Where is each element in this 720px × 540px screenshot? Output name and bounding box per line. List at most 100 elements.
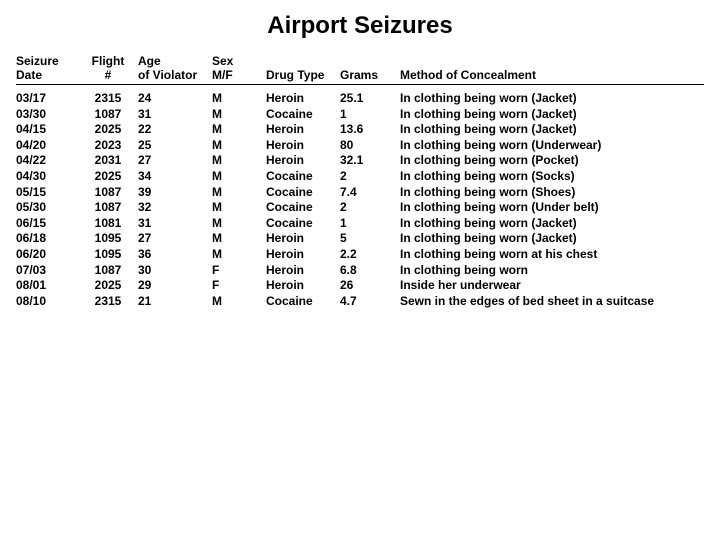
cell-flight: 2315	[82, 85, 138, 107]
col-header-sex: SexM/F	[212, 54, 266, 85]
cell-grams: 2	[340, 200, 400, 216]
col-header-drug: Drug Type	[266, 54, 340, 85]
cell-drug: Heroin	[266, 278, 340, 294]
cell-grams: 5	[340, 231, 400, 247]
cell-grams: 2	[340, 169, 400, 185]
table-row: 05/15108739MCocaine7.4In clothing being …	[16, 185, 704, 201]
cell-method: Sewn in the edges of bed sheet in a suit…	[400, 294, 704, 310]
cell-sex: M	[212, 138, 266, 154]
cell-drug: Cocaine	[266, 107, 340, 123]
cell-method: In clothing being worn at his chest	[400, 247, 704, 263]
cell-method: In clothing being worn (Underwear)	[400, 138, 704, 154]
col-header-grams: Grams	[340, 54, 400, 85]
cell-drug: Heroin	[266, 138, 340, 154]
cell-drug: Cocaine	[266, 200, 340, 216]
table-row: 03/30108731MCocaine1In clothing being wo…	[16, 107, 704, 123]
cell-method: In clothing being worn (Shoes)	[400, 185, 704, 201]
cell-drug: Heroin	[266, 247, 340, 263]
cell-date: 04/15	[16, 122, 82, 138]
cell-age: 24	[138, 85, 212, 107]
table-header-row: SeizureDate Flight# Ageof Violator SexM/…	[16, 54, 704, 85]
table-row: 05/30108732MCocaine2In clothing being wo…	[16, 200, 704, 216]
cell-date: 06/15	[16, 216, 82, 232]
cell-age: 21	[138, 294, 212, 310]
cell-date: 06/20	[16, 247, 82, 263]
cell-drug: Cocaine	[266, 169, 340, 185]
cell-flight: 2023	[82, 138, 138, 154]
table-row: 06/18109527MHeroin5In clothing being wor…	[16, 231, 704, 247]
cell-grams: 4.7	[340, 294, 400, 310]
cell-flight: 1087	[82, 185, 138, 201]
cell-method: In clothing being worn (Socks)	[400, 169, 704, 185]
cell-sex: M	[212, 247, 266, 263]
cell-date: 05/15	[16, 185, 82, 201]
cell-date: 05/30	[16, 200, 82, 216]
cell-flight: 2315	[82, 294, 138, 310]
cell-flight: 1087	[82, 107, 138, 123]
col-header-date: SeizureDate	[16, 54, 82, 85]
cell-age: 31	[138, 216, 212, 232]
cell-method: In clothing being worn (Under belt)	[400, 200, 704, 216]
cell-age: 31	[138, 107, 212, 123]
cell-grams: 25.1	[340, 85, 400, 107]
cell-age: 30	[138, 263, 212, 279]
table-row: 03/17231524MHeroin25.1In clothing being …	[16, 85, 704, 107]
cell-age: 27	[138, 153, 212, 169]
cell-flight: 1087	[82, 200, 138, 216]
cell-sex: F	[212, 263, 266, 279]
cell-drug: Heroin	[266, 231, 340, 247]
cell-age: 29	[138, 278, 212, 294]
cell-date: 04/22	[16, 153, 82, 169]
cell-grams: 26	[340, 278, 400, 294]
cell-flight: 2031	[82, 153, 138, 169]
cell-method: In clothing being worn (Jacket)	[400, 122, 704, 138]
cell-method: In clothing being worn (Jacket)	[400, 107, 704, 123]
cell-age: 32	[138, 200, 212, 216]
cell-sex: M	[212, 185, 266, 201]
cell-grams: 6.8	[340, 263, 400, 279]
cell-date: 03/17	[16, 85, 82, 107]
cell-method: In clothing being worn (Jacket)	[400, 216, 704, 232]
page-title: Airport Seizures	[16, 12, 704, 40]
cell-age: 22	[138, 122, 212, 138]
table-row: 06/20109536MHeroin2.2In clothing being w…	[16, 247, 704, 263]
cell-age: 25	[138, 138, 212, 154]
cell-grams: 7.4	[340, 185, 400, 201]
cell-grams: 32.1	[340, 153, 400, 169]
cell-sex: M	[212, 294, 266, 310]
cell-flight: 1095	[82, 231, 138, 247]
cell-date: 04/20	[16, 138, 82, 154]
col-header-age: Ageof Violator	[138, 54, 212, 85]
cell-sex: M	[212, 231, 266, 247]
seizures-table: SeizureDate Flight# Ageof Violator SexM/…	[16, 54, 704, 309]
cell-age: 39	[138, 185, 212, 201]
cell-grams: 13.6	[340, 122, 400, 138]
cell-sex: M	[212, 85, 266, 107]
cell-sex: M	[212, 169, 266, 185]
cell-method: In clothing being worn (Pocket)	[400, 153, 704, 169]
col-header-flight: Flight#	[82, 54, 138, 85]
table-row: 08/01202529FHeroin26Inside her underwear	[16, 278, 704, 294]
cell-sex: M	[212, 216, 266, 232]
cell-sex: F	[212, 278, 266, 294]
cell-flight: 2025	[82, 169, 138, 185]
cell-sex: M	[212, 107, 266, 123]
cell-date: 07/03	[16, 263, 82, 279]
cell-grams: 2.2	[340, 247, 400, 263]
cell-sex: M	[212, 153, 266, 169]
cell-drug: Heroin	[266, 85, 340, 107]
cell-flight: 1095	[82, 247, 138, 263]
cell-grams: 80	[340, 138, 400, 154]
table-row: 04/30202534MCocaine2In clothing being wo…	[16, 169, 704, 185]
col-header-method: Method of Concealment	[400, 54, 704, 85]
cell-drug: Heroin	[266, 122, 340, 138]
cell-age: 36	[138, 247, 212, 263]
cell-drug: Cocaine	[266, 294, 340, 310]
cell-flight: 2025	[82, 122, 138, 138]
cell-flight: 1087	[82, 263, 138, 279]
table-row: 04/22203127MHeroin32.1In clothing being …	[16, 153, 704, 169]
cell-drug: Cocaine	[266, 185, 340, 201]
table-row: 04/20202325MHeroin80In clothing being wo…	[16, 138, 704, 154]
cell-flight: 1081	[82, 216, 138, 232]
cell-date: 03/30	[16, 107, 82, 123]
